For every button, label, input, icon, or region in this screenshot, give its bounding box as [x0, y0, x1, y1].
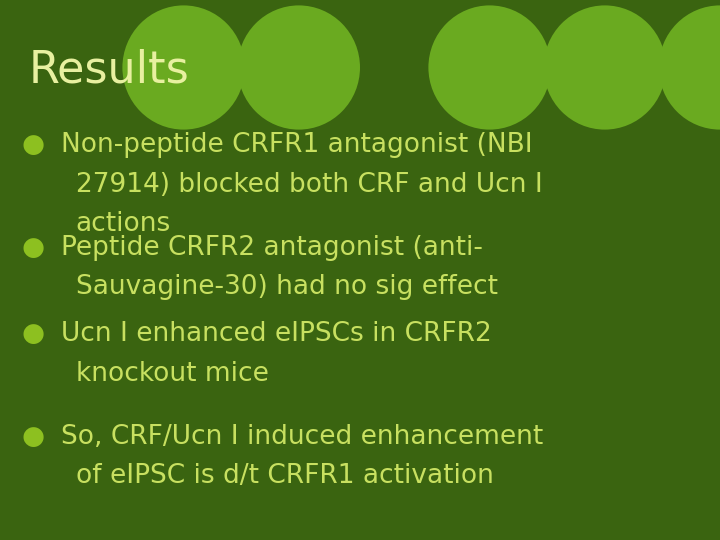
Text: ●: ●	[22, 235, 45, 261]
Text: Sauvagine-30) had no sig effect: Sauvagine-30) had no sig effect	[76, 274, 498, 300]
Text: Results: Results	[29, 49, 189, 92]
Text: Non-peptide CRFR1 antagonist (NBI: Non-peptide CRFR1 antagonist (NBI	[61, 132, 533, 158]
Text: ●: ●	[22, 132, 45, 158]
Text: ●: ●	[22, 424, 45, 450]
Text: ●: ●	[22, 321, 45, 347]
Text: of eIPSC is d/t CRFR1 activation: of eIPSC is d/t CRFR1 activation	[76, 463, 493, 489]
Ellipse shape	[238, 5, 360, 130]
Ellipse shape	[544, 5, 666, 130]
Text: So, CRF/Ucn I induced enhancement: So, CRF/Ucn I induced enhancement	[61, 424, 544, 450]
Text: Peptide CRFR2 antagonist (anti-: Peptide CRFR2 antagonist (anti-	[61, 235, 483, 261]
Ellipse shape	[122, 5, 245, 130]
Text: knockout mice: knockout mice	[76, 361, 269, 387]
Ellipse shape	[659, 5, 720, 130]
Ellipse shape	[428, 5, 551, 130]
Text: Ucn I enhanced eIPSCs in CRFR2: Ucn I enhanced eIPSCs in CRFR2	[61, 321, 492, 347]
Text: actions: actions	[76, 211, 171, 237]
Text: 27914) blocked both CRF and Ucn I: 27914) blocked both CRF and Ucn I	[76, 172, 542, 198]
